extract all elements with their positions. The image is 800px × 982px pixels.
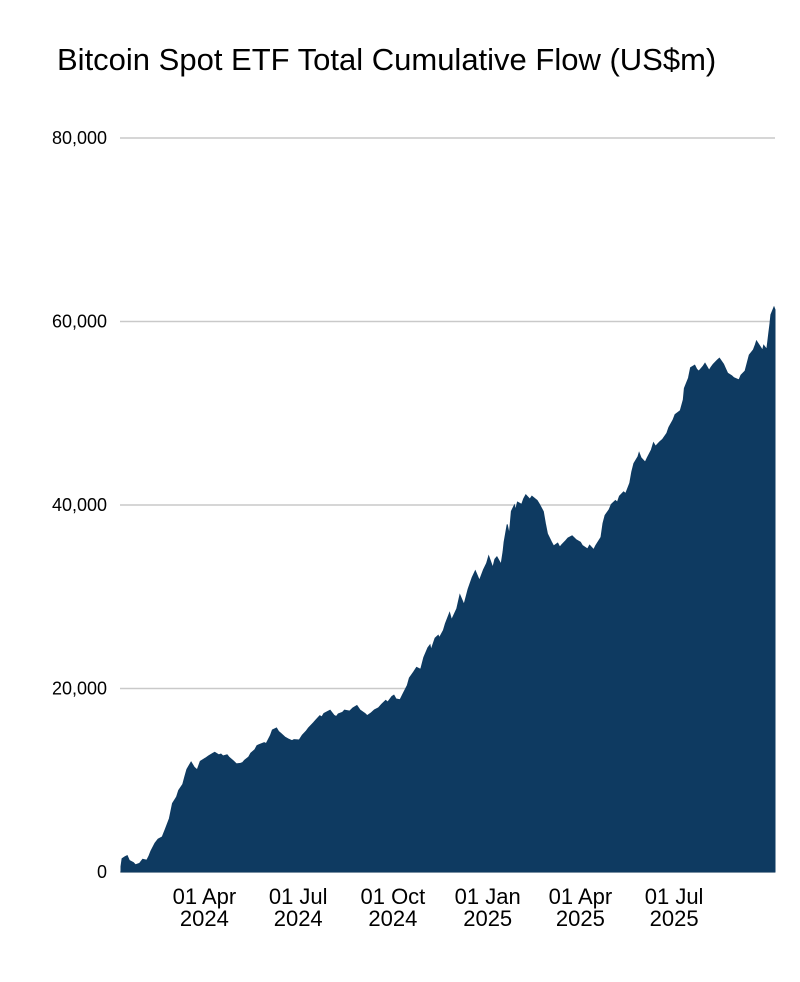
y-tick-label-60000: 60,000 (52, 312, 107, 332)
x-tick-label-2024-10-01: 01 Oct 2024 (360, 884, 425, 931)
cumulative-flow-area-series (120, 305, 776, 873)
y-tick-label-0: 0 (97, 862, 107, 882)
x-tick-label-2025-01-01: 01 Jan 2025 (455, 884, 521, 931)
y-tick-label-20000: 20,000 (52, 679, 107, 699)
y-axis-labels: 0 20,000 40,000 60,000 80,000 (52, 128, 107, 882)
y-tick-label-80000: 80,000 (52, 128, 107, 148)
x-tick-label-2024-07-01: 01 Jul 2024 (269, 884, 328, 931)
x-axis-labels: 01 Apr 2024 01 Jul 2024 01 Oct 2024 01 Jan 2025… (173, 884, 704, 931)
y-tick-label-40000: 40,000 (52, 495, 107, 515)
x-tick-label-2025-07-01: 01 Jul 2025 (645, 884, 704, 931)
x-tick-label-2024-04-01: 01 Apr 2024 (173, 884, 237, 931)
chart-title: Bitcoin Spot ETF Total Cumulative Flow (… (57, 42, 716, 77)
x-tick-label-2025-04-01: 01 Apr 2025 (549, 884, 613, 931)
